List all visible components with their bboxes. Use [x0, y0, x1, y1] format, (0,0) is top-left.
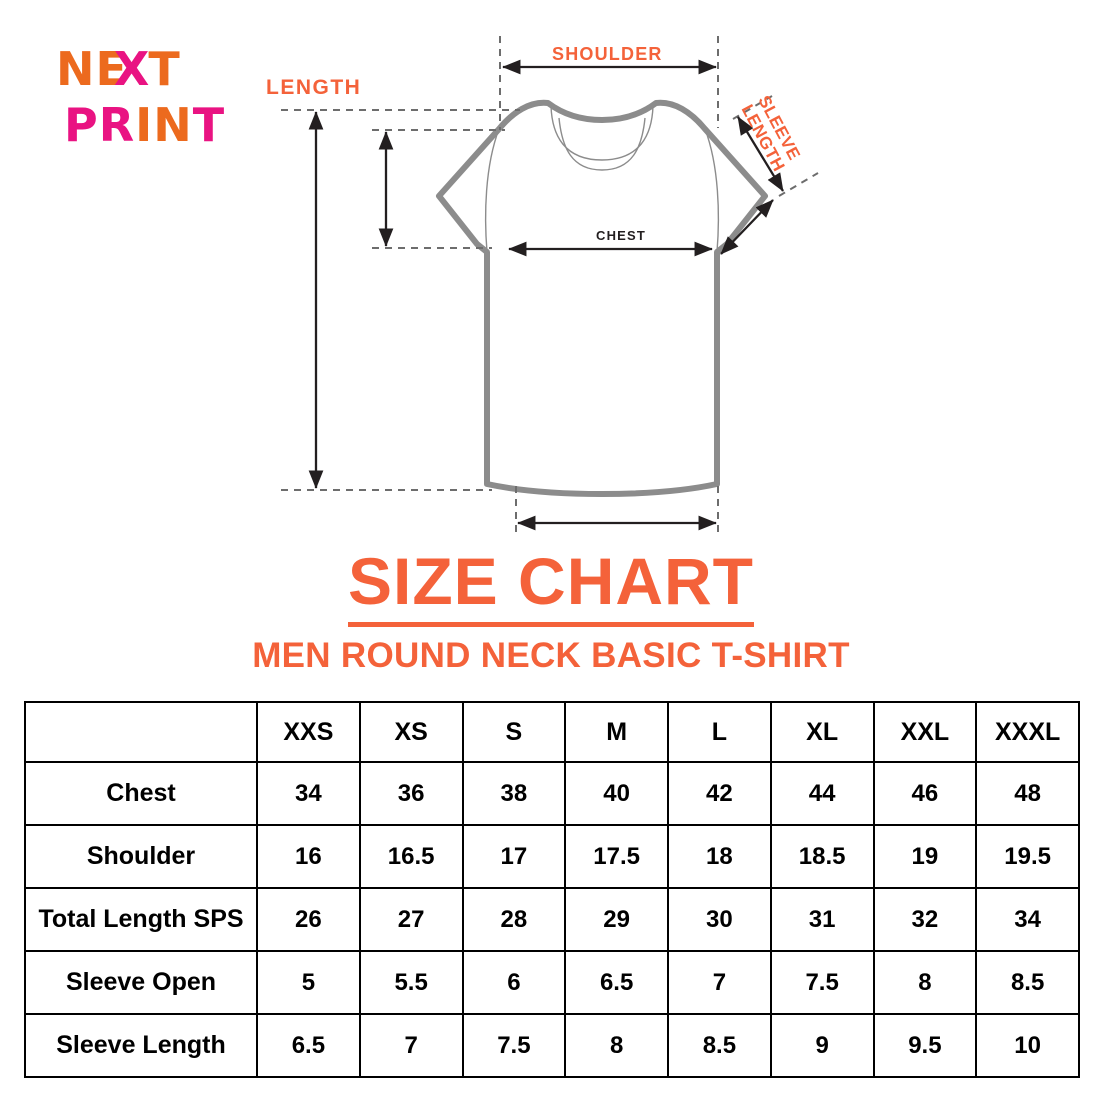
brand-logo-in: IN [135, 98, 193, 152]
measurement-label-total-length-sps: Total Length SPS [24, 887, 258, 952]
measurement-value: 19.5 [975, 824, 1080, 889]
diagram-guides [281, 36, 819, 533]
measurement-value: 7 [667, 950, 772, 1015]
measurement-value: 7 [358, 1013, 464, 1078]
measurement-value: 27 [358, 887, 464, 952]
measurement-value: 38 [461, 761, 567, 826]
measurement-value: 5.5 [358, 950, 464, 1015]
brand-logo-pr: PR [64, 98, 136, 152]
brand-logo-line-next: NEXT [56, 42, 181, 96]
brand-logo: NEXT PRINT [56, 42, 286, 162]
size-column-header-l: L [667, 701, 772, 763]
measurement-value: 32 [872, 887, 978, 952]
size-column-header-m: M [564, 701, 669, 763]
measurement-value: 16 [256, 824, 361, 889]
measurement-value: 5 [256, 950, 361, 1015]
measurement-value: 6.5 [256, 1013, 361, 1078]
shoulder-label: SHOULDER [552, 44, 663, 64]
size-table-header-row: XXS XS S M L XL XXL XXXL [24, 701, 1080, 763]
measurement-value: 6 [461, 950, 567, 1015]
size-chart-table: XXS XS S M L XL XXL XXXL Chest 34 36 38 40 42 44 46 48 S… [24, 701, 1080, 1078]
measurement-value: 48 [975, 761, 1080, 826]
table-row: Chest 34 36 38 40 42 44 46 48 [24, 761, 1080, 826]
tshirt-sleeve-seams [484, 128, 720, 253]
brand-logo-line-print: PRINT [64, 98, 225, 152]
brand-logo-t: T [148, 42, 181, 96]
sleeve-open-arrow [720, 199, 774, 255]
measurement-value: 18.5 [769, 824, 875, 889]
measurement-value: 8 [872, 950, 978, 1015]
size-column-header-s: S [461, 701, 567, 763]
measurement-value: 16.5 [358, 824, 464, 889]
measurement-label-sleeve-open: Sleeve Open [24, 950, 258, 1015]
measurement-value: 42 [667, 761, 772, 826]
table-row: Shoulder 16 16.5 17 17.5 18 18.5 19 19.5 [24, 824, 1080, 889]
page-subtitle: MEN ROUND NECK BASIC T-SHIRT [252, 636, 850, 675]
size-table-body: Chest 34 36 38 40 42 44 46 48 Shoulder 16 16.5 17 17.… [24, 761, 1080, 1078]
measurement-value: 17.5 [564, 824, 669, 889]
measurement-value: 34 [256, 761, 361, 826]
chest-label: CHEST [596, 228, 647, 243]
measurement-value: 8.5 [667, 1013, 772, 1078]
page-title: SIZE CHART [0, 543, 1102, 627]
measurement-value: 6.5 [564, 950, 669, 1015]
measurement-value: 40 [564, 761, 669, 826]
sleeve-length-arrow [737, 116, 784, 192]
measurement-value: 46 [872, 761, 978, 826]
brand-logo-t2: T [192, 98, 226, 152]
measurement-value: 9 [769, 1013, 875, 1078]
brand-logo-x: X [113, 42, 151, 96]
measurement-value: 30 [667, 887, 772, 952]
measurement-label-shoulder: Shoulder [24, 824, 258, 889]
tshirt-collar [550, 105, 654, 171]
measurement-value: 18 [667, 824, 772, 889]
page-title-text: SIZE CHART [348, 544, 754, 627]
size-table-corner-cell [24, 701, 258, 763]
table-row: Sleeve Length 6.5 7 7.5 8 8.5 9 9.5 10 [24, 1013, 1080, 1078]
measurement-value: 36 [358, 761, 464, 826]
measurement-value: 28 [461, 887, 567, 952]
measurement-value: 19 [872, 824, 978, 889]
measurement-value: 26 [256, 887, 361, 952]
tshirt-outline [436, 99, 768, 497]
size-column-header-xxs: XXS [256, 701, 361, 763]
measurement-value: 34 [975, 887, 1080, 952]
size-column-header-xs: XS [358, 701, 464, 763]
measurement-value: 29 [564, 887, 669, 952]
tshirt-diagram-svg [281, 36, 819, 533]
measurement-value: 44 [769, 761, 875, 826]
measurement-label-sleeve-length: Sleeve Length [24, 1013, 258, 1078]
measurement-value: 9.5 [872, 1013, 978, 1078]
brand-logo-ne: NE [56, 42, 128, 96]
length-label: LENGTH [266, 76, 362, 99]
measurement-value: 8.5 [975, 950, 1080, 1015]
measurement-value: 7.5 [461, 1013, 567, 1078]
size-column-header-xxxl: XXXL [975, 701, 1080, 763]
measurement-value: 8 [564, 1013, 669, 1078]
measurement-value: 31 [769, 887, 875, 952]
measurement-value: 17 [461, 824, 567, 889]
size-column-header-xxl: XXL [872, 701, 978, 763]
diagram-dimension-arrows [308, 59, 784, 531]
size-column-header-xl: XL [769, 701, 875, 763]
measurement-value: 7.5 [769, 950, 875, 1015]
table-row: Sleeve Open 5 5.5 6 6.5 7 7.5 8 8.5 [24, 950, 1080, 1015]
measurement-value: 10 [975, 1013, 1080, 1078]
measurement-label-chest: Chest [24, 761, 258, 826]
size-table-head: XXS XS S M L XL XXL XXXL [24, 701, 1080, 763]
table-row: Total Length SPS 26 27 28 29 30 31 32 34 [24, 887, 1080, 952]
tshirt-measurement-diagram: LENGTH SHOULDER CHEST SLEEVE LENGTH [0, 0, 1102, 545]
